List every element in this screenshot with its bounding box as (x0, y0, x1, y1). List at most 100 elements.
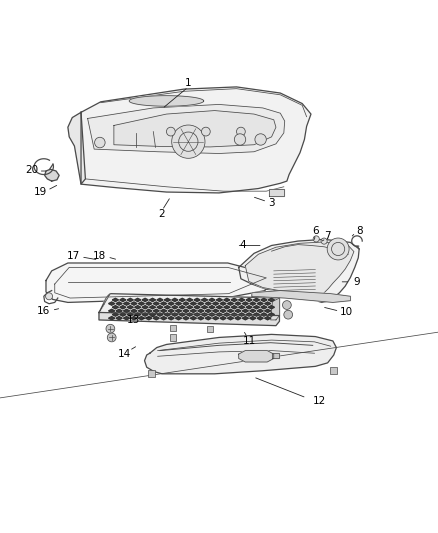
Polygon shape (242, 302, 248, 305)
Polygon shape (212, 309, 219, 312)
Bar (170, 325, 176, 331)
Polygon shape (253, 313, 260, 316)
Polygon shape (99, 294, 279, 320)
Text: 1: 1 (185, 77, 192, 87)
Polygon shape (198, 317, 204, 320)
Polygon shape (138, 309, 145, 312)
Polygon shape (201, 298, 208, 302)
Polygon shape (112, 313, 119, 316)
Polygon shape (190, 317, 197, 320)
Polygon shape (220, 317, 226, 320)
Polygon shape (116, 317, 122, 320)
Polygon shape (112, 305, 119, 309)
Polygon shape (175, 302, 182, 305)
Polygon shape (116, 302, 122, 305)
Text: 4: 4 (240, 240, 247, 251)
Text: 12: 12 (313, 397, 326, 406)
Polygon shape (175, 309, 182, 312)
Polygon shape (81, 87, 311, 193)
Polygon shape (239, 298, 245, 302)
Text: 2: 2 (159, 209, 166, 219)
Polygon shape (235, 317, 241, 320)
Polygon shape (172, 305, 178, 309)
Polygon shape (124, 317, 130, 320)
Polygon shape (109, 317, 115, 320)
Circle shape (46, 293, 53, 300)
Polygon shape (131, 309, 137, 312)
Polygon shape (268, 305, 275, 309)
Polygon shape (142, 298, 148, 302)
Circle shape (107, 333, 116, 342)
Circle shape (321, 238, 327, 244)
Polygon shape (183, 309, 189, 312)
Polygon shape (224, 305, 230, 309)
Polygon shape (227, 309, 233, 312)
Polygon shape (120, 313, 126, 316)
Polygon shape (138, 302, 145, 305)
Circle shape (313, 236, 319, 242)
Polygon shape (153, 309, 159, 312)
Text: 16: 16 (37, 306, 50, 316)
Polygon shape (168, 309, 174, 312)
Polygon shape (190, 309, 197, 312)
Polygon shape (194, 298, 200, 302)
Circle shape (172, 125, 205, 158)
Polygon shape (261, 313, 267, 316)
Circle shape (166, 127, 175, 136)
Polygon shape (109, 302, 115, 305)
Polygon shape (250, 302, 256, 305)
Polygon shape (246, 305, 252, 309)
Polygon shape (246, 313, 252, 316)
Polygon shape (209, 305, 215, 309)
Polygon shape (161, 309, 167, 312)
Polygon shape (187, 298, 193, 302)
Polygon shape (161, 317, 167, 320)
Polygon shape (268, 313, 275, 316)
Text: 17: 17 (67, 251, 80, 261)
Polygon shape (157, 313, 163, 316)
Text: 3: 3 (268, 198, 275, 208)
Polygon shape (179, 313, 185, 316)
Polygon shape (146, 309, 152, 312)
Polygon shape (124, 302, 130, 305)
Polygon shape (239, 313, 245, 316)
Polygon shape (46, 263, 272, 302)
Text: 11: 11 (243, 336, 256, 346)
Text: 19: 19 (34, 187, 47, 197)
Text: 18: 18 (93, 251, 106, 261)
Bar (330, 367, 337, 374)
Polygon shape (153, 317, 159, 320)
Polygon shape (134, 313, 141, 316)
Polygon shape (179, 305, 185, 309)
Polygon shape (134, 305, 141, 309)
Polygon shape (168, 317, 174, 320)
Polygon shape (112, 298, 119, 302)
Polygon shape (68, 112, 85, 184)
Polygon shape (205, 309, 212, 312)
Polygon shape (149, 305, 155, 309)
Polygon shape (205, 317, 212, 320)
Polygon shape (164, 298, 170, 302)
Polygon shape (164, 313, 170, 316)
Polygon shape (157, 305, 163, 309)
Polygon shape (216, 298, 223, 302)
Polygon shape (145, 334, 336, 374)
Polygon shape (120, 305, 126, 309)
Polygon shape (216, 313, 223, 316)
Polygon shape (216, 305, 223, 309)
Polygon shape (239, 305, 245, 309)
Circle shape (255, 134, 266, 145)
Polygon shape (257, 309, 263, 312)
Polygon shape (129, 96, 204, 106)
Circle shape (332, 243, 345, 255)
Polygon shape (149, 298, 155, 302)
Polygon shape (153, 302, 159, 305)
Polygon shape (250, 309, 256, 312)
Circle shape (201, 127, 210, 136)
Polygon shape (253, 298, 260, 302)
Polygon shape (269, 189, 284, 197)
Polygon shape (252, 290, 350, 302)
Polygon shape (146, 302, 152, 305)
Polygon shape (127, 298, 134, 302)
Circle shape (237, 127, 245, 136)
